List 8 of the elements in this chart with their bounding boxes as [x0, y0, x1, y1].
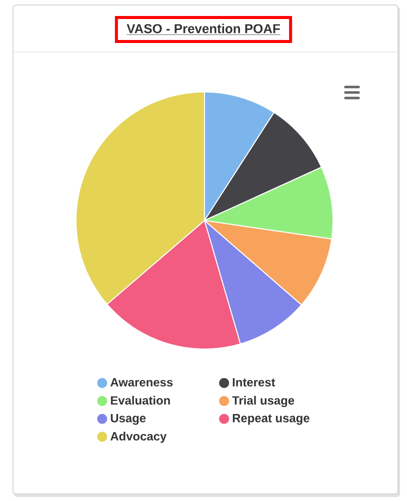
- legend-label: Repeat usage: [232, 414, 310, 425]
- legend-label: Trial usage: [232, 396, 294, 408]
- legend-label: Awareness: [110, 378, 173, 387]
- legend-label: Advocacy: [110, 432, 167, 443]
- legend-label: Usage: [110, 414, 146, 425]
- legend-label: Evaluation: [110, 396, 170, 405]
- legend-label: Interest: [232, 378, 276, 387]
- chart-title: VASO - Prevention POAF: [126, 24, 280, 34]
